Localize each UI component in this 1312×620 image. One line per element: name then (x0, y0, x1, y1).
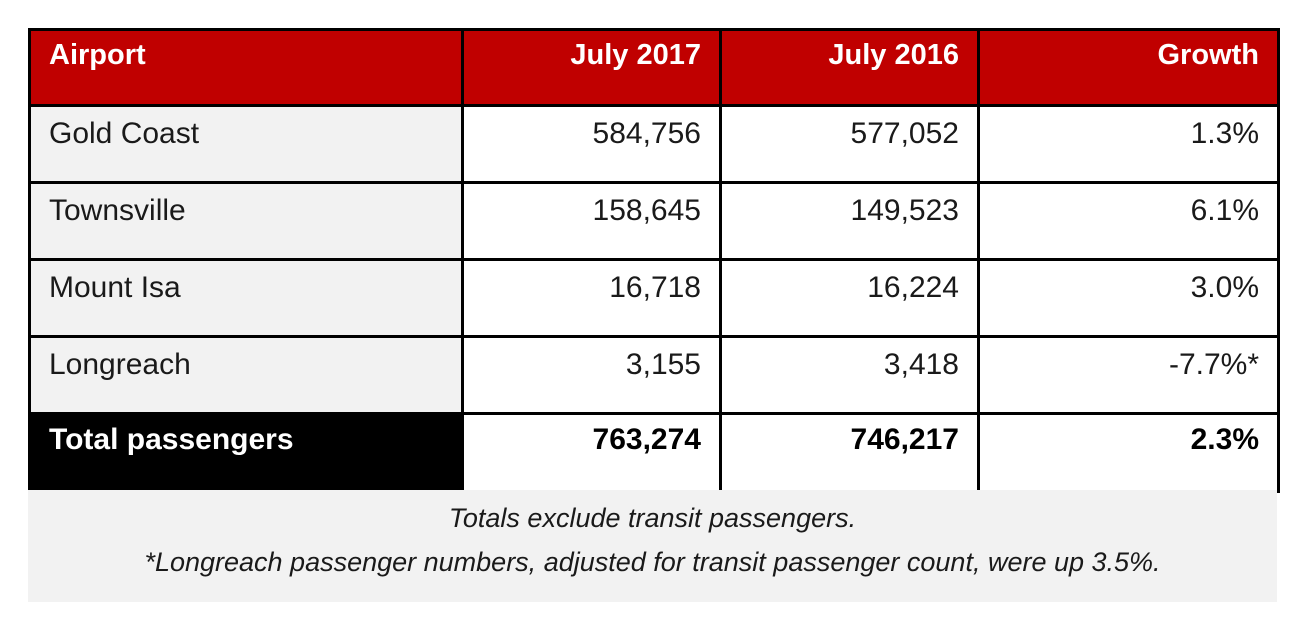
cell-growth: -7.7%* (977, 335, 1280, 415)
total-label: Total passengers (28, 412, 464, 493)
table-row: Townsville 158,645 149,523 6.1% (28, 181, 1280, 261)
header-growth: Growth (977, 28, 1280, 107)
cell-growth: 6.1% (977, 181, 1280, 261)
header-july-2017: July 2017 (461, 28, 722, 107)
cell-growth: 1.3% (977, 104, 1280, 184)
total-row: Total passengers 763,274 746,217 2.3% (28, 412, 1280, 493)
footnote-longreach: *Longreach passenger numbers, adjusted f… (144, 547, 1161, 577)
header-airport: Airport (28, 28, 464, 107)
header-july-2016: July 2016 (719, 28, 980, 107)
table-row: Gold Coast 584,756 577,052 1.3% (28, 104, 1280, 184)
cell-july-2017: 584,756 (461, 104, 722, 184)
cell-airport-name: Townsville (28, 181, 464, 261)
airport-passenger-table: Airport July 2017 July 2016 Growth Gold … (28, 28, 1280, 493)
cell-july-2016: 16,224 (719, 258, 980, 338)
cell-july-2017: 158,645 (461, 181, 722, 261)
table-row: Mount Isa 16,718 16,224 3.0% (28, 258, 1280, 338)
table-footnotes: Totals exclude transit passengers. *Long… (28, 490, 1277, 602)
cell-growth: 3.0% (977, 258, 1280, 338)
footnote-transit: Totals exclude transit passengers. (448, 503, 857, 533)
table-row: Longreach 3,155 3,418 -7.7%* (28, 335, 1280, 415)
total-july-2017: 763,274 (461, 412, 722, 493)
cell-july-2017: 16,718 (461, 258, 722, 338)
total-growth: 2.3% (977, 412, 1280, 493)
cell-july-2016: 149,523 (719, 181, 980, 261)
cell-july-2016: 577,052 (719, 104, 980, 184)
cell-airport-name: Gold Coast (28, 104, 464, 184)
cell-july-2016: 3,418 (719, 335, 980, 415)
cell-july-2017: 3,155 (461, 335, 722, 415)
cell-airport-name: Mount Isa (28, 258, 464, 338)
cell-airport-name: Longreach (28, 335, 464, 415)
data-table: Airport July 2017 July 2016 Growth Gold … (28, 28, 1280, 493)
total-july-2016: 746,217 (719, 412, 980, 493)
header-row: Airport July 2017 July 2016 Growth (28, 28, 1280, 107)
